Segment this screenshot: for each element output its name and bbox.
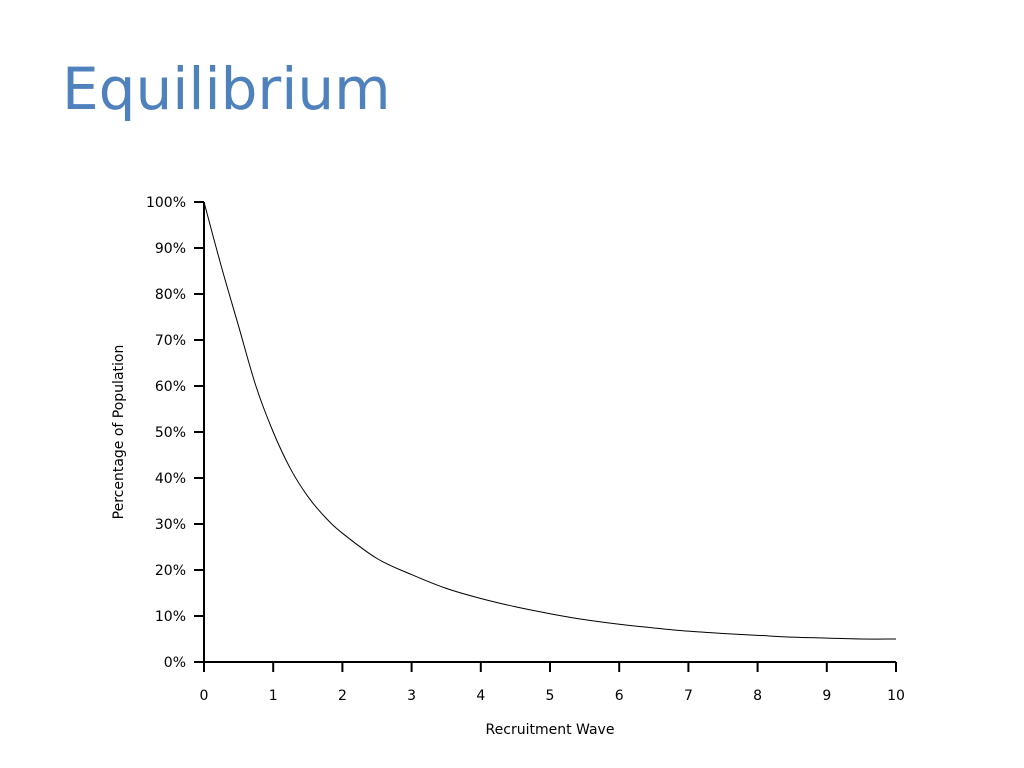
x-tick-label: 9 [822, 688, 831, 704]
slide-title: Equilibrium [62, 55, 391, 123]
y-axis-ticks: 0% 10% 20% 30% 40% 50% 60% 70% 80% 90% 100% [146, 195, 204, 671]
y-tick-label: 60% [155, 379, 186, 395]
y-tick-label: 10% [155, 609, 186, 625]
y-tick-label: 100% [146, 195, 186, 211]
x-tick-label: 6 [615, 688, 624, 704]
x-tick-label: 10 [887, 688, 905, 704]
y-tick-label: 40% [155, 471, 186, 487]
x-axis-label: Recruitment Wave [486, 722, 615, 738]
y-tick-label: 50% [155, 425, 186, 441]
x-tick-label: 2 [338, 688, 347, 704]
x-tick-label: 5 [546, 688, 555, 704]
y-axis-label: Percentage of Population [111, 345, 127, 520]
x-axis-ticks: 0 1 2 3 4 5 6 7 8 9 10 [200, 662, 905, 704]
y-tick-label: 0% [164, 655, 186, 671]
y-tick-label: 30% [155, 517, 186, 533]
x-tick-label: 7 [684, 688, 693, 704]
x-tick-label: 3 [407, 688, 416, 704]
x-tick-label: 8 [753, 688, 762, 704]
x-tick-label: 4 [476, 688, 485, 704]
y-tick-label: 70% [155, 333, 186, 349]
y-tick-label: 80% [155, 287, 186, 303]
y-tick-label: 20% [155, 563, 186, 579]
chart-axes [203, 202, 896, 663]
y-tick-label: 90% [155, 241, 186, 257]
x-tick-label: 0 [200, 688, 209, 704]
x-tick-label: 1 [269, 688, 278, 704]
series-line [203, 201, 897, 640]
